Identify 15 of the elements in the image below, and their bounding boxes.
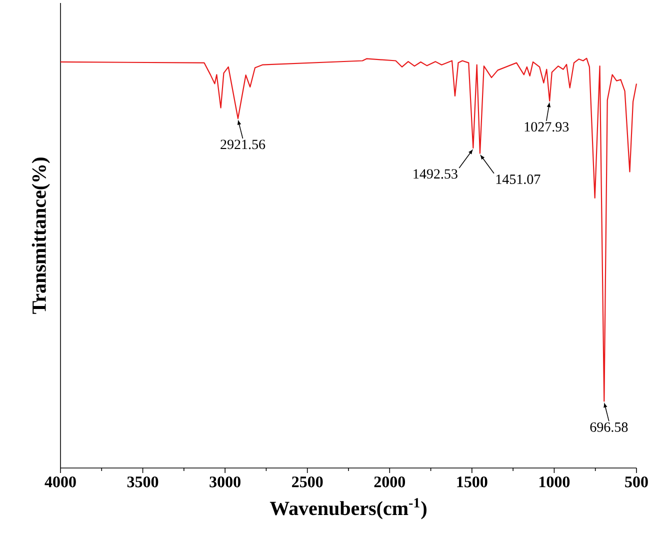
x-tick-label: 2500 — [292, 476, 323, 488]
y-axis-title: Transmittance(%) — [32, 158, 50, 314]
x-tick-label: 1500 — [457, 476, 488, 488]
x-tick-label: 4000 — [44, 476, 76, 488]
x-tick-label: 1000 — [539, 476, 570, 488]
x-axis-title: Wavenubers(cm$^{-1}$) — [270, 498, 426, 520]
x-tick-label: 3500 — [127, 476, 158, 488]
annotation: 1451.07 — [496, 174, 540, 184]
x-tick-label: 500 — [625, 476, 648, 488]
annotation: 1492.53 — [414, 169, 458, 179]
annotation: 2921.56 — [220, 140, 266, 150]
x-tick-label: 2000 — [374, 476, 406, 488]
x-tick-label: 3000 — [210, 476, 240, 488]
annotation: 696.58 — [590, 422, 628, 432]
annotation: 1027.93 — [524, 122, 569, 132]
